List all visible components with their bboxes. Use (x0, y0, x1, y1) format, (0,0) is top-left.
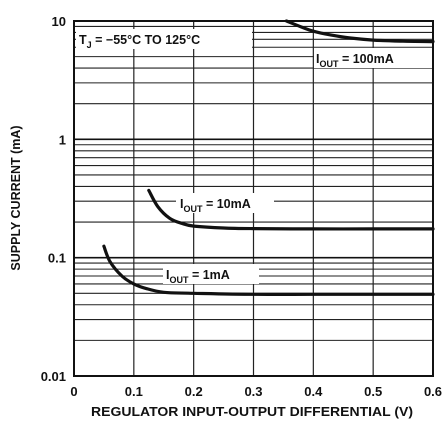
label-100ma: IOUT = 100mA (316, 52, 394, 69)
label-10ma: IOUT = 10mA (180, 197, 251, 214)
label-1ma: IOUT = 1mA (166, 268, 230, 285)
y-tick-label: 10 (52, 14, 66, 29)
x-tick-label: 0 (70, 384, 77, 399)
tick-labels: 0 0.1 0.2 0.3 0.4 0.5 0.6 0.01 0.1 1 10 (41, 14, 442, 399)
x-tick-label: 0.1 (125, 384, 143, 399)
plot-frame (73, 20, 434, 377)
tj-label-bg (76, 29, 252, 49)
x-tick-label: 0.5 (364, 384, 382, 399)
series-line-2 (147, 188, 435, 231)
y-axis-label: SUPPLY CURRENT (mA) (9, 125, 23, 270)
series-line-1 (284, 19, 435, 44)
x-tick-label: 0.2 (185, 384, 203, 399)
label-1ma-bg (163, 264, 259, 284)
x-axis-label: REGULATOR INPUT-OUTPUT DIFFERENTIAL (V) (91, 405, 413, 419)
y-tick-label: 0.01 (41, 369, 66, 384)
y-tick-label: 0.1 (48, 251, 66, 266)
x-tick-label: 0.3 (244, 384, 262, 399)
tj-label: TJ = −55°C TO 125°C (79, 33, 200, 50)
grid (74, 21, 433, 376)
curves (102, 19, 435, 296)
label-10ma-bg (176, 193, 274, 213)
label-100ma-bg (314, 48, 432, 68)
y-tick-label: 1 (59, 132, 66, 147)
x-tick-label: 0.6 (424, 384, 442, 399)
series-line-3 (102, 244, 435, 296)
x-tick-label: 0.4 (304, 384, 323, 399)
